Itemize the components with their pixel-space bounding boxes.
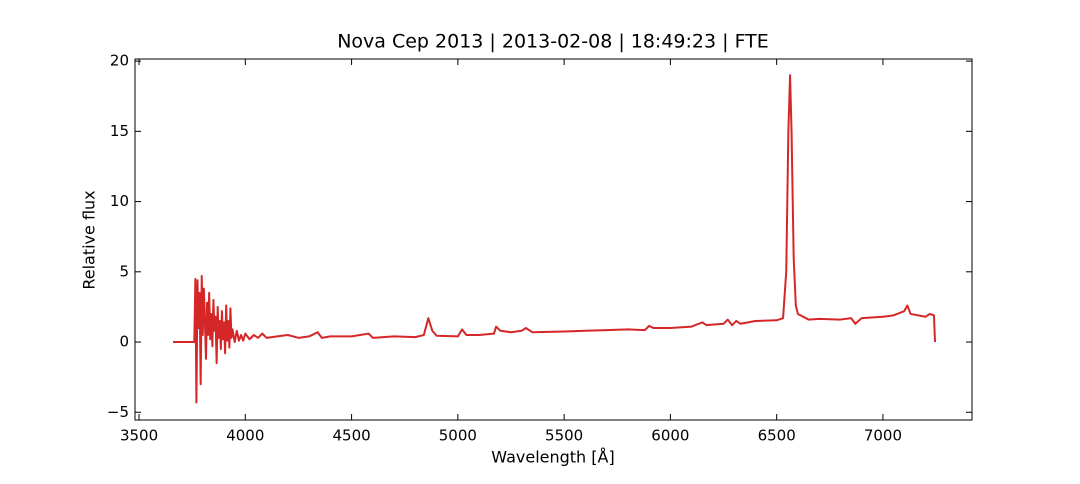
x-tick-label: 6500	[758, 427, 796, 445]
y-tick-label: 10	[110, 192, 129, 210]
spectrum-line	[173, 74, 937, 404]
y-axis-label: Relative flux	[80, 190, 99, 289]
y-tick-label: 20	[110, 52, 129, 70]
chart-title: Nova Cep 2013 | 2013-02-08 | 18:49:23 | …	[337, 31, 769, 53]
plot-frame	[134, 58, 973, 421]
x-tick-label: 6000	[651, 427, 689, 445]
x-tick-label: 4000	[226, 427, 264, 445]
x-tick-label: 7000	[864, 427, 902, 445]
y-tick-label: 15	[110, 122, 129, 140]
y-tick-label: 0	[119, 333, 129, 351]
x-tick-label: 3500	[120, 427, 158, 445]
x-tick-label: 4500	[332, 427, 370, 445]
y-tick-label: 5	[119, 262, 129, 280]
y-tick-label: −5	[107, 403, 129, 421]
x-tick-label: 5500	[545, 427, 583, 445]
x-axis-label: Wavelength [Å]	[491, 448, 614, 467]
x-tick-label: 5000	[439, 427, 477, 445]
